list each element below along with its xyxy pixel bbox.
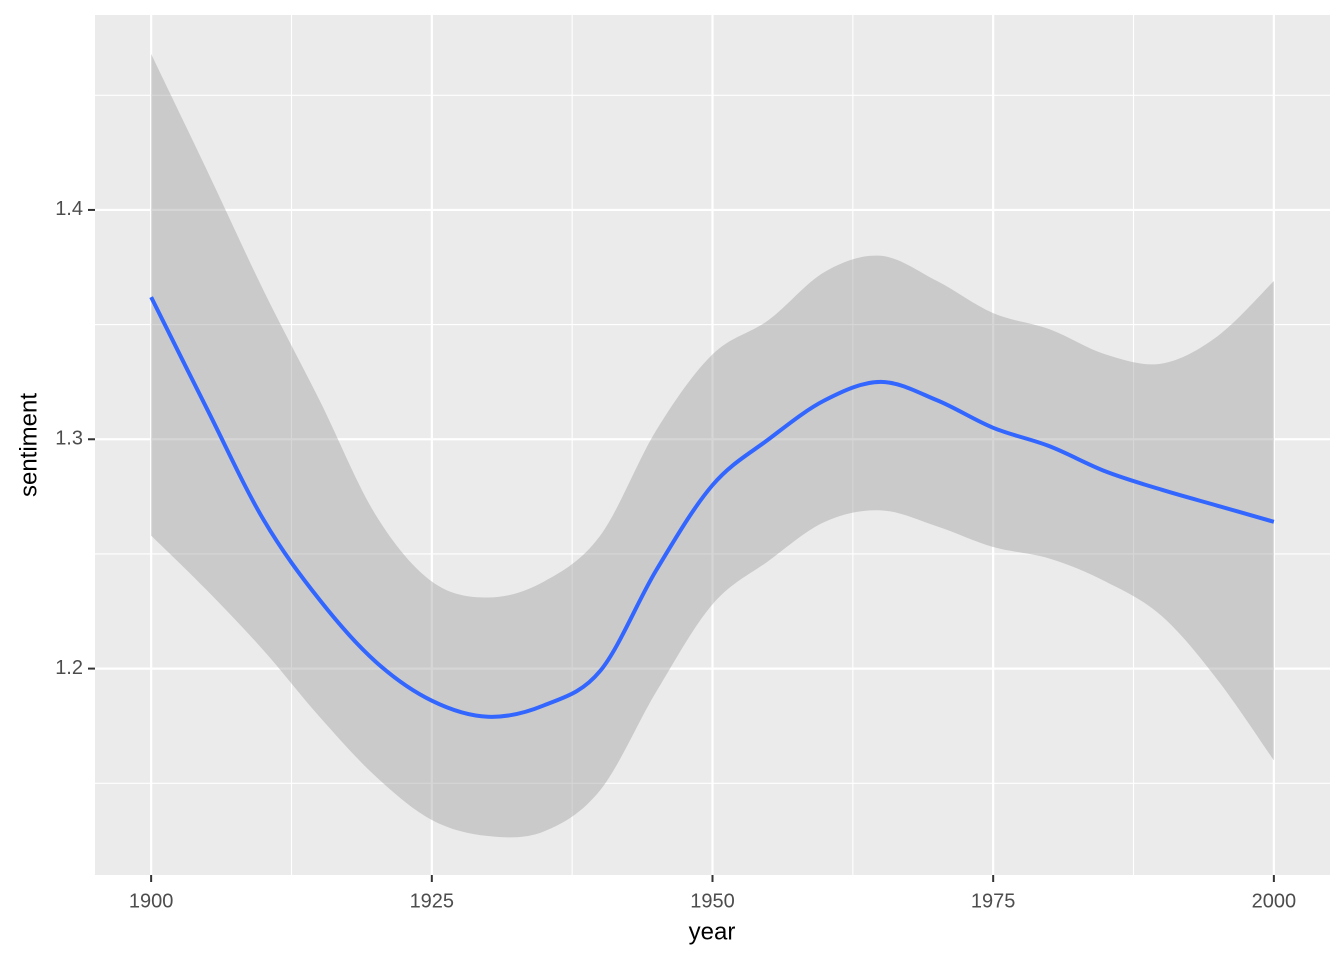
x-tick-label: 1975 <box>971 890 1016 912</box>
y-axis-title: sentiment <box>15 393 42 497</box>
confidence-band <box>151 53 1274 838</box>
x-axis-title: year <box>689 918 736 945</box>
x-tick-label: 1900 <box>129 890 174 912</box>
y-tick-label: 1.4 <box>55 198 83 220</box>
x-tick-label: 1925 <box>410 890 455 912</box>
x-tick-label: 1950 <box>690 890 735 912</box>
y-tick-label: 1.3 <box>55 428 83 450</box>
y-tick-label: 1.2 <box>55 657 83 679</box>
smooth-line <box>149 296 1275 719</box>
x-tick-label: 2000 <box>1252 890 1297 912</box>
